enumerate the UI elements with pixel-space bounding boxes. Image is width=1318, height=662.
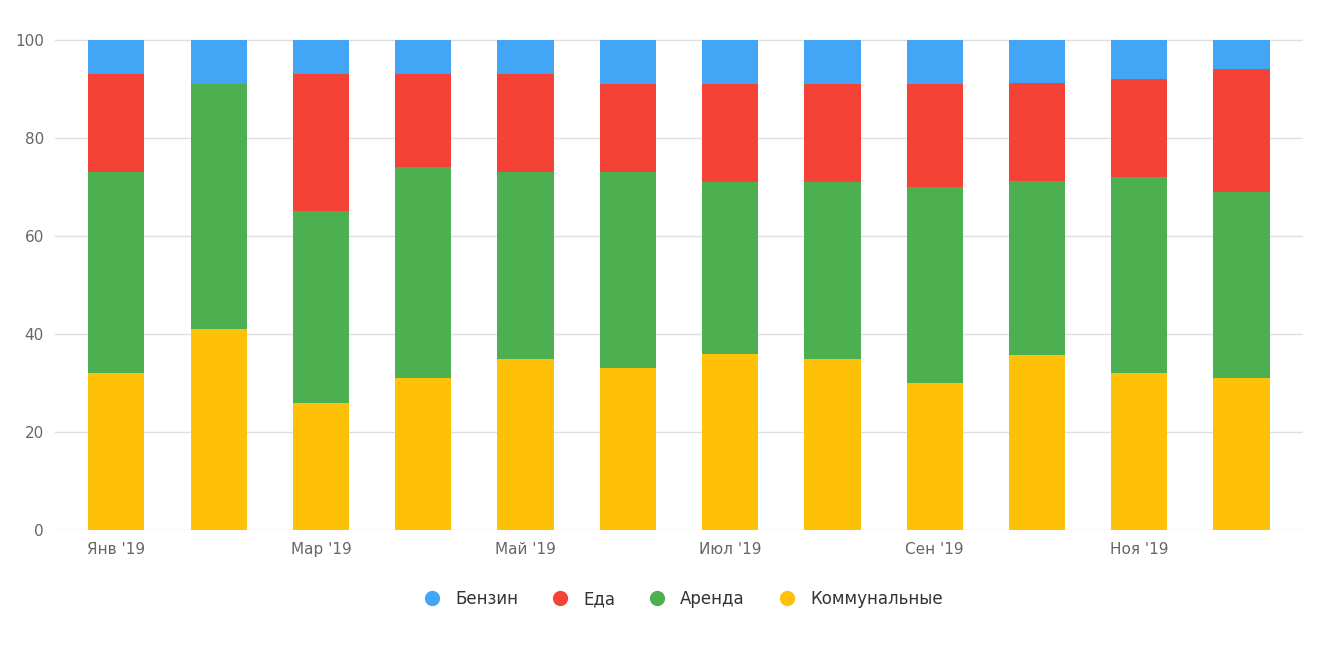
Bar xyxy=(395,74,451,167)
Bar xyxy=(1008,355,1065,530)
Bar xyxy=(1214,378,1269,530)
Bar xyxy=(600,172,656,369)
Bar xyxy=(907,40,963,83)
Bar xyxy=(191,40,246,83)
Bar xyxy=(804,83,861,182)
Bar xyxy=(1111,79,1168,177)
Bar xyxy=(497,74,554,172)
Bar xyxy=(88,373,145,530)
Bar xyxy=(1111,40,1168,79)
Bar xyxy=(1111,373,1168,530)
Bar xyxy=(497,172,554,359)
Bar xyxy=(702,182,758,354)
Bar xyxy=(88,40,145,74)
Bar xyxy=(1008,181,1065,355)
Bar xyxy=(702,40,758,83)
Bar xyxy=(88,172,145,373)
Bar xyxy=(600,83,656,172)
Bar xyxy=(600,40,656,83)
Bar xyxy=(1214,40,1269,69)
Bar xyxy=(907,383,963,530)
Bar xyxy=(702,354,758,530)
Bar xyxy=(600,369,656,530)
Bar xyxy=(497,40,554,74)
Bar xyxy=(395,167,451,378)
Bar xyxy=(907,187,963,383)
Bar xyxy=(191,83,246,329)
Bar xyxy=(497,359,554,530)
Bar xyxy=(1008,83,1065,181)
Bar xyxy=(1214,192,1269,378)
Bar xyxy=(1111,177,1168,373)
Bar xyxy=(88,74,145,172)
Bar xyxy=(293,211,349,403)
Bar xyxy=(293,40,349,74)
Bar xyxy=(395,40,451,74)
Bar xyxy=(907,83,963,187)
Bar xyxy=(1214,69,1269,192)
Bar xyxy=(804,182,861,359)
Bar xyxy=(1008,40,1065,83)
Bar xyxy=(804,359,861,530)
Bar xyxy=(293,403,349,530)
Bar xyxy=(702,83,758,182)
Bar xyxy=(395,378,451,530)
Bar xyxy=(191,329,246,530)
Bar xyxy=(293,74,349,211)
Bar xyxy=(804,40,861,83)
Legend: Бензин, Еда, Аренда, Коммунальные: Бензин, Еда, Аренда, Коммунальные xyxy=(409,584,949,615)
